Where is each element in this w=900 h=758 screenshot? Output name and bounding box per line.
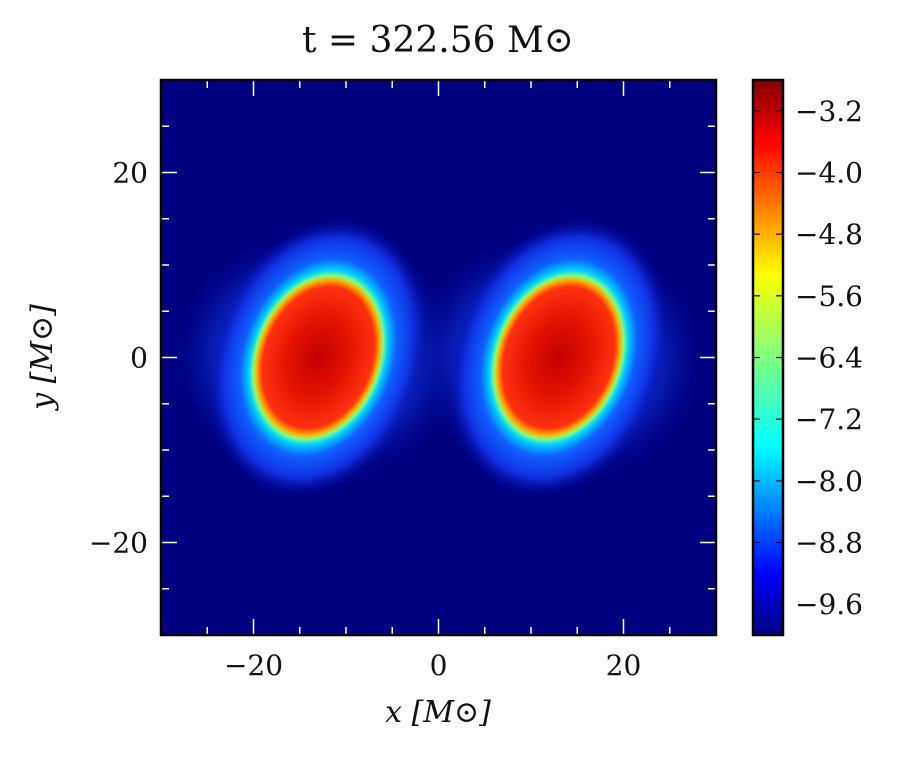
colorbar-tick-label: −8.8 — [795, 527, 863, 560]
density-field — [170, 216, 707, 499]
y-tick-label: −20 — [89, 527, 148, 560]
star-core-1 — [206, 216, 431, 499]
y-tick-label: 20 — [112, 157, 148, 190]
chart-title: t = 322.56 M⊙ — [302, 20, 574, 61]
x-axis-label: x [M⊙] — [385, 695, 491, 730]
x-tick-label: −20 — [224, 649, 283, 682]
y-tick-label: 0 — [130, 342, 148, 375]
colorbar-tick-label: −9.6 — [795, 588, 863, 621]
x-tick-label: 20 — [606, 649, 642, 682]
colorbar: −3.2 −4.0 −4.8 −5.6 −6.4 −7.2 −8.0 −8.8 −9.6 — [751, 78, 863, 637]
colorbar-tick-label: −5.6 — [795, 280, 863, 313]
colorbar-tick-label: −8.0 — [795, 465, 863, 498]
x-tick-labels: −20 0 20 — [224, 649, 641, 682]
plot-frame — [159, 78, 718, 637]
colorbar-tick-label: −7.2 — [795, 403, 863, 436]
y-tick-labels: −20 0 20 — [89, 157, 148, 560]
colorbar-tick-label: −4.8 — [795, 218, 863, 251]
colorbar-tick-label: −4.0 — [795, 157, 863, 190]
x-tick-label: 0 — [430, 649, 448, 682]
colorbar-ticks: −3.2 −4.0 −4.8 −5.6 −6.4 −7.2 −8.0 −8.8 −9.6 — [753, 95, 863, 621]
colorbar-frame — [751, 78, 785, 637]
plot-area — [159, 78, 718, 637]
colorbar-tick-label: −6.4 — [795, 342, 863, 375]
colorbar-tick-label: −3.2 — [795, 95, 863, 128]
y-axis-label: y [M⊙] — [25, 304, 60, 412]
star-core-2 — [446, 216, 671, 499]
